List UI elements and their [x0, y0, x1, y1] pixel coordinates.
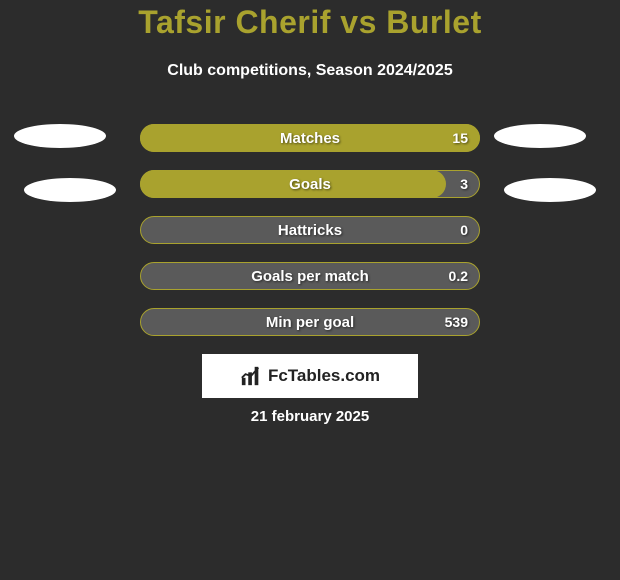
stat-bar: Min per goal539 [140, 308, 480, 336]
stat-bar: Goals3 [140, 170, 480, 198]
stat-bar-value: 0.2 [449, 262, 468, 290]
brand-logo-box: FcTables.com [202, 354, 418, 398]
date-label: 21 february 2025 [0, 408, 620, 425]
stat-bar-value: 3 [460, 170, 468, 198]
stat-bar-label: Matches [140, 124, 480, 152]
stat-bar-value: 539 [445, 308, 468, 336]
page-title: Tafsir Cherif vs Burlet [0, 4, 620, 41]
player-left-placeholder-2 [24, 178, 116, 202]
stat-bar-label: Goals per match [140, 262, 480, 290]
player-right-placeholder-2 [504, 178, 596, 202]
page-subtitle: Club competitions, Season 2024/2025 [0, 62, 620, 80]
bar-chart-icon [240, 365, 262, 387]
comparison-infographic: Tafsir Cherif vs Burlet Club competition… [0, 0, 620, 580]
stat-bar: Hattricks0 [140, 216, 480, 244]
stat-bar-label: Hattricks [140, 216, 480, 244]
stat-bar: Matches15 [140, 124, 480, 152]
player-left-placeholder-1 [14, 124, 106, 148]
stat-bar-value: 0 [460, 216, 468, 244]
brand-logo-text: FcTables.com [268, 366, 380, 386]
stat-bar-label: Min per goal [140, 308, 480, 336]
stat-bar-label: Goals [140, 170, 480, 198]
stat-bar: Goals per match0.2 [140, 262, 480, 290]
stat-bar-value: 15 [452, 124, 468, 152]
player-right-placeholder-1 [494, 124, 586, 148]
